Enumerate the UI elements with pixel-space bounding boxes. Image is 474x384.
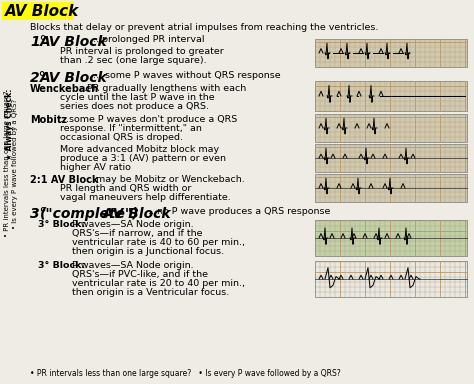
Text: 2°: 2° xyxy=(30,71,46,85)
Text: 3° Block:: 3° Block: xyxy=(38,261,85,270)
Text: 1°: 1° xyxy=(30,35,46,49)
Text: PR length and QRS width or: PR length and QRS width or xyxy=(60,184,191,193)
Text: • PR intervals less than one large square?: • PR intervals less than one large squar… xyxy=(4,91,10,237)
Text: ventricular rate is 20 to 40 per min.,: ventricular rate is 20 to 40 per min., xyxy=(72,279,245,288)
Bar xyxy=(315,114,467,142)
Text: 2:1 AV Block: 2:1 AV Block xyxy=(30,175,99,185)
Text: PR interval is prolonged to greater: PR interval is prolonged to greater xyxy=(60,47,224,56)
Text: ...prolonged PR interval: ...prolonged PR interval xyxy=(90,35,204,44)
Text: Wenckebach: Wenckebach xyxy=(30,84,99,94)
Text: ...no P wave produces a QRS response: ...no P wave produces a QRS response xyxy=(145,207,330,216)
Text: QRS's—if narrow, and if the: QRS's—if narrow, and if the xyxy=(72,229,202,238)
Text: ...may be Mobitz or Wenckebach.: ...may be Mobitz or Wenckebach. xyxy=(84,175,245,184)
Bar xyxy=(315,144,467,172)
Text: ... some P waves without QRS response: ... some P waves without QRS response xyxy=(90,71,281,80)
Text: P waves—SA Node origin.: P waves—SA Node origin. xyxy=(72,220,193,229)
Text: than .2 sec (one large square).: than .2 sec (one large square). xyxy=(60,56,207,65)
Text: Mobitz: Mobitz xyxy=(30,115,67,125)
Text: then origin is a Junctional focus.: then origin is a Junctional focus. xyxy=(72,247,224,256)
Text: AV Block: AV Block xyxy=(40,35,108,49)
Text: ...some P waves don't produce a QRS: ...some P waves don't produce a QRS xyxy=(57,115,237,124)
Bar xyxy=(315,174,467,202)
Bar xyxy=(2,2,74,20)
Text: response. If "intermittent," an: response. If "intermittent," an xyxy=(60,124,202,133)
Text: ventricular rate is 40 to 60 per min.,: ventricular rate is 40 to 60 per min., xyxy=(72,238,245,247)
Text: cycle until the last P wave in the: cycle until the last P wave in the xyxy=(60,93,215,102)
Text: P waves—SA Node origin.: P waves—SA Node origin. xyxy=(72,261,193,270)
Text: 3° Block:: 3° Block: xyxy=(38,220,85,229)
Text: ★ Always Check:: ★ Always Check: xyxy=(6,88,15,160)
Bar xyxy=(315,220,467,256)
Text: produce a 3:1 (AV) pattern or even: produce a 3:1 (AV) pattern or even xyxy=(60,154,226,163)
Text: • PR intervals less than one large square?   • Is every P wave followed by a QRS: • PR intervals less than one large squar… xyxy=(30,369,341,378)
Text: 3°: 3° xyxy=(30,207,46,221)
Bar xyxy=(315,81,467,111)
Text: AV Block: AV Block xyxy=(5,3,79,18)
Text: ("complete"): ("complete") xyxy=(40,207,139,221)
Text: QRS's—if PVC-like, and if the: QRS's—if PVC-like, and if the xyxy=(72,270,208,279)
Text: ...PR gradually lengthens with each: ...PR gradually lengthens with each xyxy=(75,84,246,93)
Text: AV Block: AV Block xyxy=(40,71,108,85)
Text: occasional QRS is droped.: occasional QRS is droped. xyxy=(60,133,183,142)
Text: AV Block: AV Block xyxy=(98,207,171,221)
Text: • Is every P wave followed by a QRS?: • Is every P wave followed by a QRS? xyxy=(12,99,18,229)
Text: higher AV ratio: higher AV ratio xyxy=(60,163,131,172)
Text: vagal maneuvers help differentiate.: vagal maneuvers help differentiate. xyxy=(60,193,231,202)
Text: series does not produce a QRS.: series does not produce a QRS. xyxy=(60,102,209,111)
Bar xyxy=(315,39,467,67)
Text: then origin is a Ventricular focus.: then origin is a Ventricular focus. xyxy=(72,288,229,297)
Text: More advanced Mobitz block may: More advanced Mobitz block may xyxy=(60,145,219,154)
Bar xyxy=(315,261,467,297)
Text: Blocks that delay or prevent atrial impulses from reaching the ventricles.: Blocks that delay or prevent atrial impu… xyxy=(30,23,378,32)
